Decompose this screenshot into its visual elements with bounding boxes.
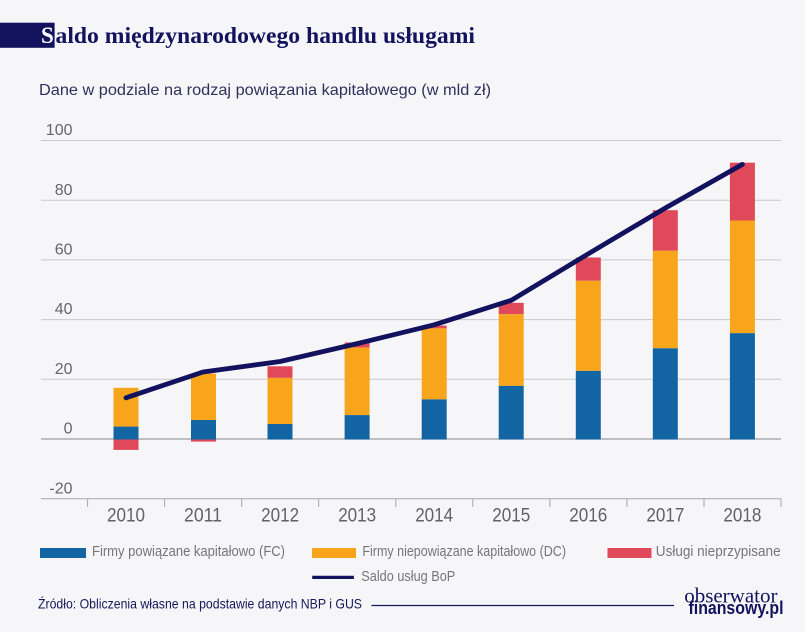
svg-text:obserwator: obserwator: [684, 584, 777, 608]
svg-text:100: 100: [46, 122, 73, 139]
svg-text:40: 40: [55, 301, 73, 318]
svg-text:2017: 2017: [646, 505, 684, 526]
svg-text:aldo międzynarodowego handlu u: aldo międzynarodowego handlu usługami: [56, 23, 476, 48]
svg-text:80: 80: [55, 182, 73, 199]
svg-text:2011: 2011: [184, 505, 222, 526]
svg-text:Firmy niepowiązane kapitałowo: Firmy niepowiązane kapitałowo (DC): [362, 543, 566, 560]
svg-text:2010: 2010: [107, 505, 145, 526]
svg-text:2018: 2018: [723, 505, 761, 526]
svg-text:Saldo usług BoP: Saldo usług BoP: [361, 568, 455, 585]
svg-text:2012: 2012: [261, 505, 299, 526]
svg-text:Dane w podziale na rodzaj powi: Dane w podziale na rodzaj powiązania kap…: [39, 82, 491, 99]
svg-text:-20: -20: [49, 480, 72, 497]
svg-text:20: 20: [55, 361, 73, 378]
svg-text:finansowy.pl: finansowy.pl: [689, 598, 784, 618]
svg-text:2015: 2015: [492, 505, 530, 526]
svg-text:2016: 2016: [569, 505, 607, 526]
svg-text:Źródło: Obliczenia własne na p: Źródło: Obliczenia własne na podstawie d…: [38, 596, 362, 612]
svg-text:0: 0: [64, 421, 73, 438]
svg-text:Firmy powiązane kapitałowo (FC: Firmy powiązane kapitałowo (FC): [92, 543, 285, 560]
svg-text:2014: 2014: [415, 505, 453, 526]
svg-text:Usługi nieprzypisane: Usługi nieprzypisane: [656, 543, 781, 560]
svg-text:60: 60: [55, 242, 73, 259]
svg-text:2013: 2013: [338, 505, 376, 526]
svg-text:S: S: [41, 23, 54, 48]
